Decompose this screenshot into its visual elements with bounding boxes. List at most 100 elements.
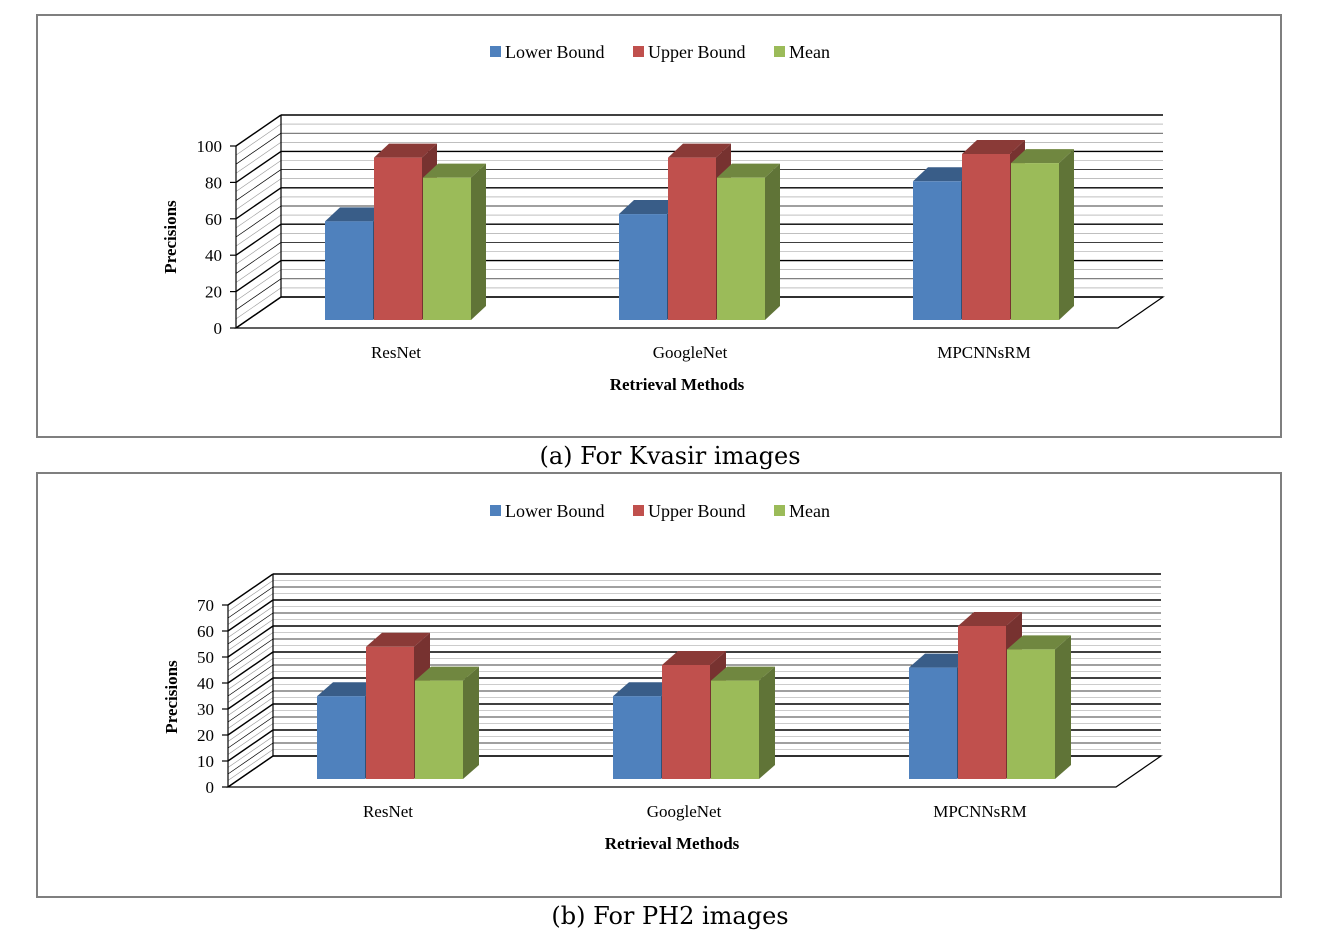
y-tick-label: 100: [197, 137, 223, 156]
gridline-side: [235, 223, 282, 256]
gridline-minor-side: [227, 697, 274, 729]
legend-item-mean: Mean: [774, 42, 830, 62]
legend-item-lower-bound: Lower Bound: [490, 501, 604, 521]
bar-upper-bound-googlenet: [668, 143, 731, 320]
gridline-side: [227, 716, 274, 749]
gridline-minor-side: [227, 606, 274, 638]
legend-label: Lower Bound: [505, 42, 604, 62]
bar-mean-googlenet: [711, 666, 775, 779]
gridline-minor-side: [227, 658, 274, 690]
legend-item-upper-bound: Upper Bound: [633, 42, 746, 62]
gridline-side: [227, 755, 274, 788]
gridline-minor-side: [235, 178, 282, 210]
gridline-side: [227, 573, 274, 606]
legend-swatch: [490, 505, 501, 516]
gridline-side: [235, 296, 282, 329]
caption-kvasir: (a) For Kvasir images: [539, 442, 801, 470]
chart-ph2: 0 10 20 30 40 50 60 70 ResNet GoogleNet MPCNNsRM Re…: [162, 501, 1163, 853]
y-axis-title: Precisions: [162, 660, 181, 734]
legend-swatch: [774, 46, 785, 57]
y-tick-label: 70: [197, 596, 214, 615]
gridline-side: [227, 638, 274, 671]
gridline-minor-side: [227, 749, 274, 781]
legend-swatch: [490, 46, 501, 57]
gridline-minor-side: [235, 251, 282, 283]
legend-label: Mean: [789, 501, 830, 521]
gridline-side: [227, 703, 274, 736]
legend-swatch: [774, 505, 785, 516]
gridline-minor-side: [235, 214, 282, 247]
y-tick-label: 60: [205, 210, 222, 229]
bar-mean-googlenet: [717, 163, 780, 320]
gridline-minor-side: [227, 632, 274, 664]
x-axis-title: Retrieval Methods: [610, 375, 745, 394]
legend-label: Upper Bound: [648, 42, 746, 62]
x-tick-label: ResNet: [371, 343, 421, 362]
y-tick-label: 50: [197, 648, 214, 667]
chart-kvasir: 0 20 40 60 80 100 ResNet GoogleNet MPCNNsRM Retri…: [161, 42, 1165, 394]
gridline-minor-side: [227, 619, 274, 651]
gridline-minor-side: [235, 196, 282, 229]
gridline-minor-side: [235, 287, 282, 320]
legend-swatch: [633, 46, 644, 57]
y-tick-label: 30: [197, 700, 214, 719]
y-tick-label: 20: [197, 726, 214, 745]
legend-item-upper-bound: Upper Bound: [633, 501, 746, 521]
gridline-minor-side: [227, 593, 274, 625]
gridline-minor-side: [227, 645, 274, 677]
gridline-side: [227, 625, 274, 658]
x-tick-label: ResNet: [363, 802, 413, 821]
gridline-minor-side: [235, 142, 282, 174]
y-tick-label: 20: [205, 283, 222, 302]
legend-swatch: [633, 505, 644, 516]
legend-label: Lower Bound: [505, 501, 604, 521]
x-tick-label: GoogleNet: [653, 343, 728, 362]
bar-mean-mpcnnsrm: [1011, 149, 1074, 320]
gridline-side: [227, 599, 274, 632]
x-axis-title: Retrieval Methods: [605, 834, 740, 853]
x-tick-label: MPCNNsRM: [933, 802, 1027, 821]
gridline-side: [235, 187, 282, 220]
gridline-minor-side: [227, 710, 274, 742]
gridline-minor-side: [227, 736, 274, 768]
y-tick-label: 80: [205, 173, 222, 192]
gridline-side: [227, 586, 274, 619]
gridline-side: [235, 278, 282, 311]
gridline-side: [227, 651, 274, 684]
gridline-side: [235, 114, 282, 147]
gridline-minor-side: [227, 723, 274, 755]
y-tick-label: 60: [197, 622, 214, 641]
y-axis-title: Precisions: [161, 200, 180, 274]
gridline-side: [227, 664, 274, 697]
y-tick-label: 10: [197, 752, 214, 771]
gridline-side: [227, 690, 274, 723]
x-tick-label: MPCNNsRM: [937, 343, 1031, 362]
caption-ph2: (b) For PH2 images: [551, 902, 789, 930]
gridline-side: [227, 612, 274, 645]
gridline-minor-side: [235, 123, 282, 156]
bar-mean-resnet: [415, 666, 479, 779]
y-tick-label: 40: [197, 674, 214, 693]
gridline-side: [235, 150, 282, 183]
legend-item-mean: Mean: [774, 501, 830, 521]
gridline-side: [227, 729, 274, 762]
gridline-side: [235, 242, 282, 274]
y-tick-label: 40: [205, 246, 222, 265]
gridline-minor-side: [235, 233, 282, 265]
legend-label: Mean: [789, 42, 830, 62]
gridline-side: [235, 205, 282, 238]
gridline-minor-side: [227, 684, 274, 716]
legend-label: Upper Bound: [648, 501, 746, 521]
gridline-minor-side: [227, 580, 274, 612]
gridline-minor-side: [235, 269, 282, 301]
y-tick-label: 0: [206, 778, 215, 797]
gridline-side: [227, 742, 274, 775]
gridline-side: [235, 260, 282, 293]
bar-mean-mpcnnsrm: [1007, 635, 1071, 779]
y-tick-label: 0: [214, 319, 223, 338]
gridline-minor-side: [235, 160, 282, 192]
gridline-side: [235, 132, 282, 165]
bar-mean-resnet: [423, 163, 486, 320]
x-tick-label: GoogleNet: [647, 802, 722, 821]
legend-item-lower-bound: Lower Bound: [490, 42, 604, 62]
